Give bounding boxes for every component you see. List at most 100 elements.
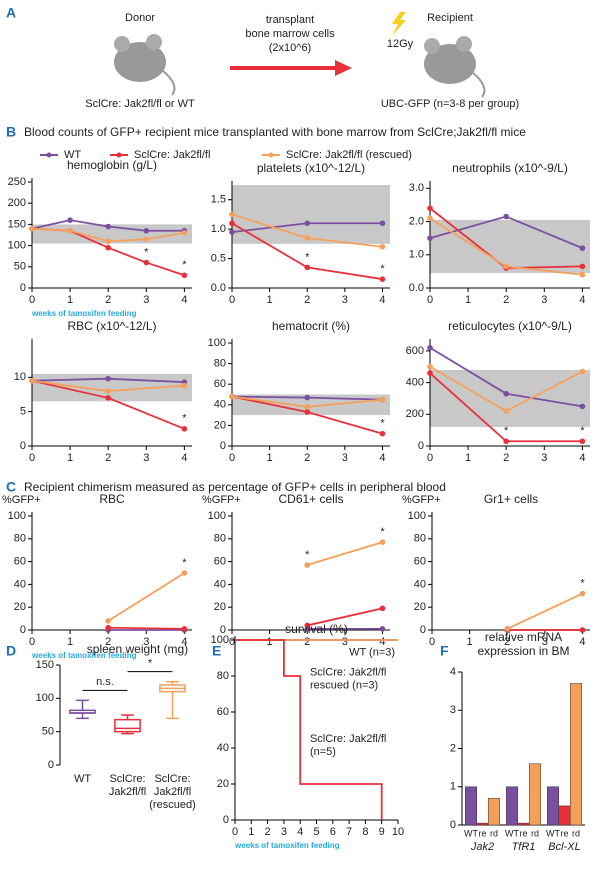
bar	[569, 683, 582, 826]
x-tick-label: 3	[143, 636, 149, 648]
arrow	[230, 60, 352, 76]
x-tick-label: 0	[229, 636, 235, 648]
y-tick-label: 0	[220, 624, 226, 636]
y-tick-label: 0	[20, 624, 26, 636]
significance-mark: *	[380, 526, 385, 538]
x-tick-label: 2	[304, 294, 310, 306]
series-label: WT (n=3)	[349, 647, 395, 659]
y-tick-label: 2.0	[409, 215, 424, 227]
mouse-icon	[424, 36, 486, 98]
y-tick-label: 100	[8, 510, 26, 522]
y-tick-label: 100	[208, 337, 226, 349]
y-tick-label: 3.0	[409, 182, 424, 194]
y-tick-label: 50	[14, 261, 26, 273]
y-tick-label: 400	[406, 377, 424, 389]
series-line	[107, 572, 185, 622]
data-point	[379, 220, 386, 227]
arrow-text: (2x10^6)	[269, 42, 311, 54]
data-point	[427, 215, 433, 222]
data-point	[304, 264, 311, 271]
data-point	[304, 394, 311, 401]
data-point	[181, 230, 188, 236]
x-tick-label: 2	[503, 452, 509, 464]
series-label: SclCre: Jak2fl/fl	[310, 666, 386, 678]
x-tick-label: SclCre:	[154, 773, 190, 785]
y-tick-label: 0	[48, 759, 54, 771]
x-tick-label: 7	[346, 826, 352, 838]
y-tick-label: 5	[20, 406, 26, 418]
y-tick-label: 0	[20, 282, 26, 294]
x-tick-label: 2	[304, 636, 310, 648]
x-tick-label: 4	[579, 294, 585, 306]
x-tick-label: Jak2	[470, 841, 494, 853]
data-point	[379, 605, 386, 612]
x-tick-label: 0	[29, 452, 35, 464]
x-tick-label: 4	[181, 636, 187, 648]
legend-label: SclCre: Jak2fl/fl	[134, 149, 210, 161]
chart-title: reticulocytes (x10^-9/L)	[448, 319, 572, 333]
panel-letter: F	[440, 643, 449, 659]
x-tick-label: 4	[181, 294, 187, 306]
y-tick-label: 20	[414, 601, 426, 613]
y-tick-label: 1.5	[211, 194, 226, 206]
data-point	[143, 259, 150, 266]
series-label: rescued (n=3)	[310, 679, 378, 691]
x-tick-label: 0	[229, 452, 235, 464]
normal-range	[430, 369, 590, 427]
x-tick-label: 1	[465, 294, 471, 306]
x-tick-label: 2	[105, 452, 111, 464]
data-point	[379, 396, 386, 403]
lightning-icon	[392, 12, 406, 36]
x-tick-label: Bcl-XL	[548, 841, 580, 853]
data-point	[105, 395, 111, 401]
y-tick-label: 1.0	[409, 249, 424, 261]
chart-title: Gr1+ cells	[484, 492, 538, 506]
arrow-text: bone marrow cells	[245, 28, 335, 40]
data-point	[181, 382, 188, 389]
bar	[506, 786, 519, 826]
data-point	[504, 626, 511, 632]
x-tick-label: 1	[467, 636, 473, 648]
x-tick-label: 0	[427, 452, 433, 464]
y-tick-label: 600	[406, 345, 424, 357]
significance-mark: *	[580, 425, 585, 437]
x-tick-label: 2	[504, 636, 510, 648]
data-point	[503, 390, 509, 397]
y-tick-label: 80	[214, 533, 226, 545]
significance-mark: n.s.	[96, 676, 114, 688]
data-point	[229, 211, 235, 218]
significance-mark: *	[148, 658, 153, 670]
y-tick-label: 80	[14, 533, 26, 545]
bar	[465, 786, 478, 826]
x-tick-label: WT	[74, 773, 91, 785]
data-point	[379, 539, 386, 546]
data-point	[181, 272, 188, 279]
data-point	[181, 626, 188, 632]
y-tick-label: 60	[14, 556, 26, 568]
x-tick-label: 3	[143, 452, 149, 464]
x-axis-label: weeks of tamoxifen feeding	[31, 309, 137, 318]
y-axis-label: %GFP+	[2, 494, 41, 506]
y-tick-label: 0	[450, 819, 456, 831]
data-point	[579, 368, 586, 375]
data-point	[105, 388, 111, 394]
y-tick-label: 1	[450, 781, 456, 793]
y-tick-label: 0	[420, 624, 426, 636]
data-point	[229, 393, 235, 400]
data-point	[229, 220, 235, 227]
series-line	[306, 541, 383, 566]
significance-mark: *	[504, 425, 509, 437]
x-tick-label: 2	[105, 294, 111, 306]
x-tick-label: 5	[313, 826, 319, 838]
box	[114, 718, 141, 733]
y-tick-label: 0	[418, 440, 424, 452]
y-tick-label: 0.5	[211, 252, 226, 264]
data-point	[427, 344, 433, 351]
chart-title: expression in BM	[477, 644, 569, 658]
y-tick-label: 80	[217, 670, 229, 682]
significance-mark: *	[144, 246, 149, 258]
bar	[487, 797, 500, 826]
series-line	[235, 639, 383, 820]
data-point	[229, 229, 235, 235]
